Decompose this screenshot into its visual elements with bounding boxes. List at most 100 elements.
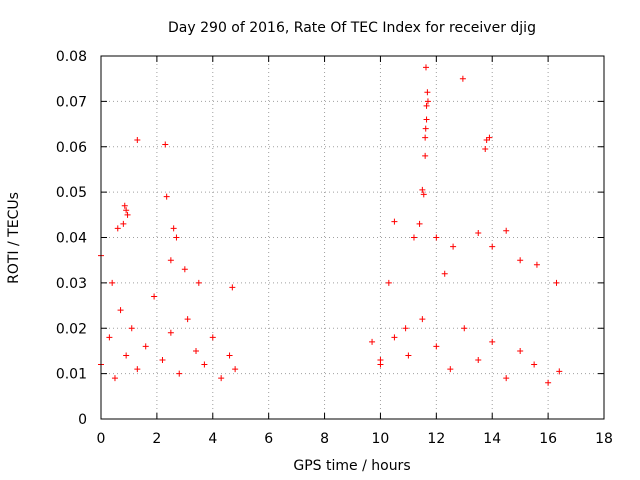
chart-title: Day 290 of 2016, Rate Of TEC Index for r… (168, 20, 536, 36)
y-tick-label: 0.06 (56, 140, 87, 156)
data-point (533, 261, 540, 268)
data-point (184, 316, 191, 323)
data-point (531, 361, 538, 368)
data-point (416, 220, 423, 227)
data-point (459, 75, 466, 82)
data-point (162, 141, 169, 148)
x-tick-label: 12 (427, 431, 445, 447)
data-point (489, 243, 496, 250)
x-tick-label: 14 (483, 431, 501, 447)
x-tick-label: 8 (320, 431, 329, 447)
data-point (163, 193, 170, 200)
data-point (170, 225, 177, 232)
data-point (486, 134, 493, 141)
plot-frame (100, 55, 605, 420)
data-point (447, 366, 454, 373)
data-point (176, 370, 183, 377)
data-point (402, 325, 409, 332)
data-point (420, 191, 427, 198)
data-point (419, 316, 426, 323)
data-point (475, 357, 482, 364)
data-point (232, 366, 239, 373)
data-point (226, 352, 233, 359)
data-point (128, 325, 135, 332)
data-point (517, 257, 524, 264)
data-point (134, 366, 141, 373)
x-axis-label: GPS time / hours (293, 458, 410, 474)
data-point (422, 152, 429, 159)
data-point (111, 375, 118, 382)
data-point (475, 229, 482, 236)
data-point (173, 234, 180, 241)
y-tick-label: 0 (78, 412, 87, 428)
data-point (433, 343, 440, 350)
data-point (159, 357, 166, 364)
data-point (385, 279, 392, 286)
data-point (201, 361, 208, 368)
data-point (193, 347, 200, 354)
data-point (503, 375, 510, 382)
data-point (181, 266, 188, 273)
x-tick-label: 0 (97, 431, 106, 447)
data-point (124, 211, 131, 218)
y-tick-label: 0.03 (56, 276, 87, 292)
data-point (517, 347, 524, 354)
data-point (209, 334, 216, 341)
data-point (422, 64, 429, 71)
data-point (117, 307, 124, 314)
data-point (123, 352, 130, 359)
data-point (218, 375, 225, 382)
x-tick-label: 6 (264, 431, 273, 447)
data-point (553, 279, 560, 286)
x-tick-label: 10 (372, 431, 390, 447)
data-point (461, 325, 468, 332)
data-point (369, 338, 376, 345)
x-tick-label: 18 (595, 431, 613, 447)
data-point (419, 186, 426, 193)
data-point (167, 329, 174, 336)
grid-lines (101, 56, 604, 419)
data-point (424, 98, 431, 105)
data-point (423, 116, 430, 123)
y-tick-label: 0.01 (56, 367, 87, 383)
data-point (556, 368, 563, 375)
data-point (410, 234, 417, 241)
y-tick-label: 0.04 (56, 231, 87, 247)
data-point (441, 270, 448, 277)
data-point (433, 234, 440, 241)
data-point (377, 361, 384, 368)
data-point (134, 136, 141, 143)
data-point (482, 146, 489, 153)
data-point (422, 125, 429, 132)
data-point (142, 343, 149, 350)
data-point (123, 207, 130, 214)
data-point (121, 202, 128, 209)
data-point (114, 225, 121, 232)
x-tick-label: 2 (152, 431, 161, 447)
x-tick-label: 4 (208, 431, 217, 447)
data-point (109, 279, 116, 286)
data-point (503, 227, 510, 234)
data-point (229, 284, 236, 291)
data-point (450, 243, 457, 250)
y-tick-label: 0.08 (56, 49, 87, 65)
data-point (422, 134, 429, 141)
y-tick-label: 0.05 (56, 185, 87, 201)
data-point (423, 102, 430, 109)
axis-ticks: 0 2 4 6 8 10 12 14 16 18 0 0.01 0.02 0.03 0.04 0.05 0.06… (56, 49, 613, 447)
data-point (424, 89, 431, 96)
data-point (391, 218, 398, 225)
x-tick-label: 16 (539, 431, 557, 447)
data-point (106, 334, 113, 341)
data-point (195, 279, 202, 286)
y-axis-label: ROTI / TECUs (6, 192, 22, 284)
data-point (405, 352, 412, 359)
data-point (545, 379, 552, 386)
y-tick-label: 0.07 (56, 94, 87, 110)
data-point (151, 293, 158, 300)
data-point (167, 257, 174, 264)
data-point (120, 220, 127, 227)
data-point (489, 338, 496, 345)
